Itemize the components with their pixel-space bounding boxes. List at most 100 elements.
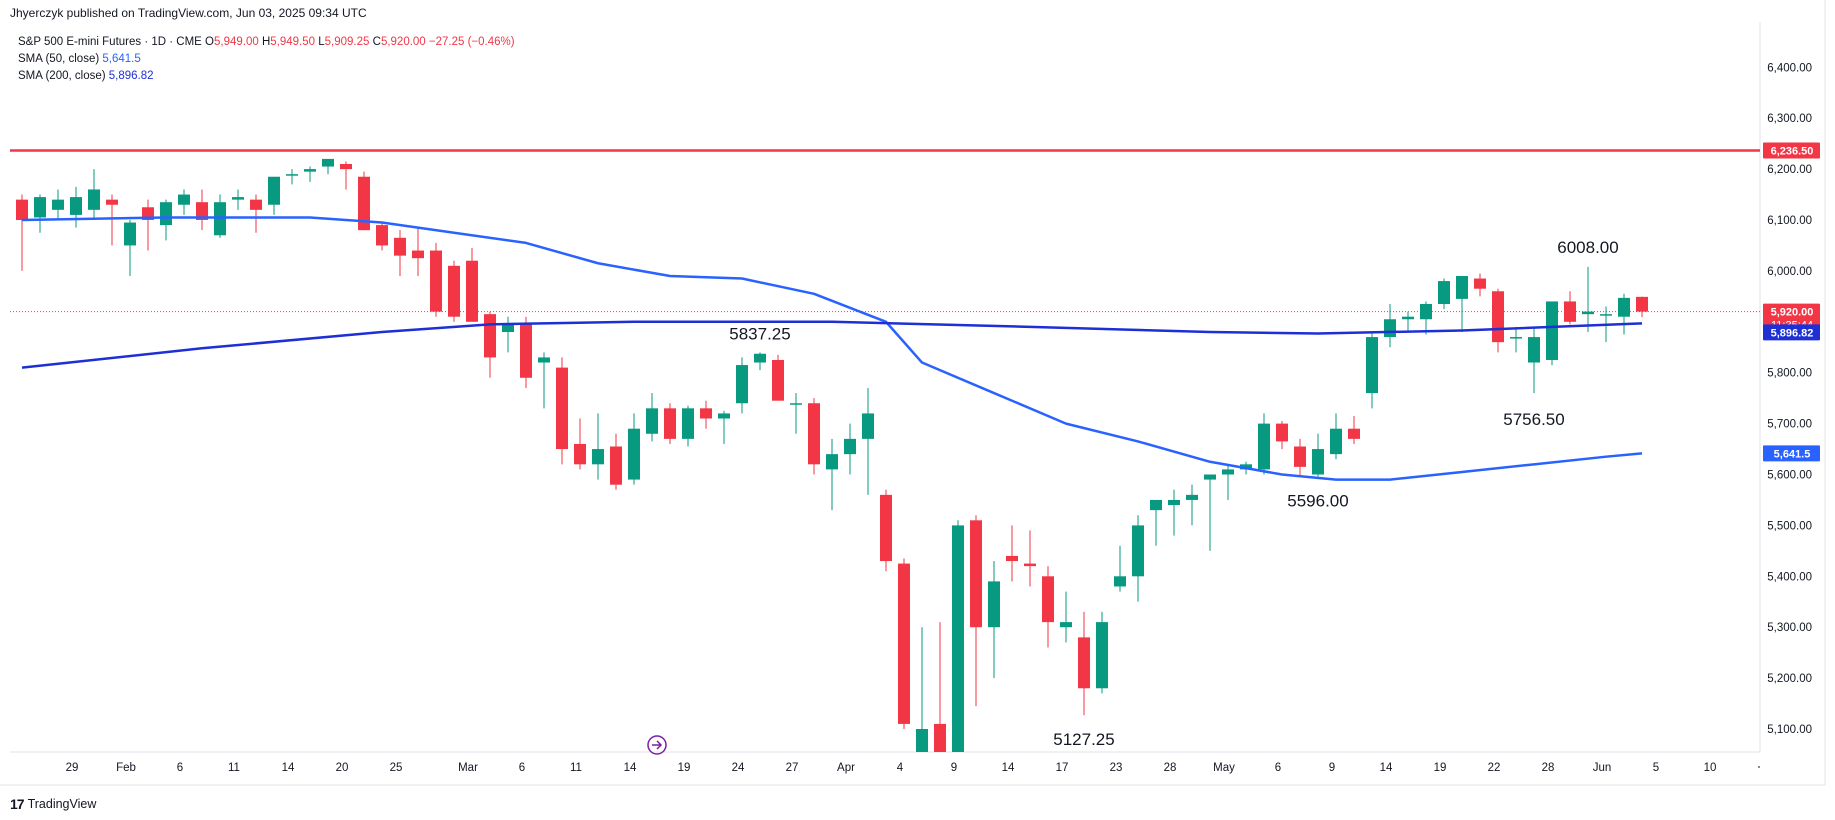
x-tick-label: 11: [228, 762, 240, 774]
candle-body-down: [880, 494, 892, 562]
x-tick-label: 28: [1542, 762, 1555, 774]
candle-body-up: [952, 525, 964, 752]
candle-body-up: [1510, 337, 1522, 339]
high-value: 5,949.50: [270, 36, 316, 48]
candle-body-down: [1042, 576, 1054, 623]
candle-body-up: [736, 365, 748, 404]
candle-body-up: [790, 403, 802, 405]
candle-body-up: [988, 581, 1000, 628]
candle-body-up: [1438, 281, 1450, 304]
symbol-name: S&P 500 E-mini Futures · 1D · CME: [18, 36, 202, 48]
candle-body-up: [178, 194, 190, 205]
resistance-tag-label: 6,236.50: [1771, 146, 1814, 158]
brand-name: TradingView: [27, 797, 97, 811]
candle-body-down: [574, 443, 586, 465]
candle-body-up: [754, 353, 766, 363]
candle-body-up: [304, 169, 316, 172]
candle-body-up: [214, 202, 226, 236]
footer-brand[interactable]: 17 TradingView: [10, 796, 96, 812]
candle-body-down: [898, 563, 910, 724]
resistance-tag-bg: [1763, 142, 1820, 159]
x-tick-label: 28: [1164, 762, 1177, 774]
y-tick-label: 6,200.00: [1767, 164, 1812, 176]
candle-body-down: [1024, 563, 1036, 567]
x-tick-label: 25: [390, 762, 403, 774]
low-value: 5,909.25: [324, 36, 370, 48]
legend-sma200-row[interactable]: SMA (200, close) 5,896.82: [18, 68, 515, 85]
candle-body-up: [1312, 449, 1324, 475]
x-tick-label: 24: [732, 762, 745, 774]
price-annotation: 6008.00: [1557, 238, 1618, 257]
candle-body-down: [484, 314, 496, 358]
candle-body-up: [1582, 311, 1594, 315]
candle-body-down: [376, 225, 388, 246]
y-tick-label: 5,400.00: [1767, 571, 1812, 583]
candle-body-down: [106, 199, 118, 205]
x-tick-label: 14: [624, 762, 637, 774]
candle-body-down: [250, 199, 262, 210]
x-tick-label: 29: [66, 762, 79, 774]
candle-body-down: [664, 408, 676, 439]
candle-body-up: [826, 454, 838, 470]
y-tick-label: 5,700.00: [1767, 419, 1812, 431]
chart-legend: S&P 500 E-mini Futures · 1D · CME O 5,949…: [18, 34, 515, 85]
x-tick-label: Feb: [116, 762, 136, 774]
candle-body-up: [1618, 297, 1630, 317]
candle-body-up: [628, 428, 640, 480]
candle-body-down: [1636, 296, 1648, 312]
candle-body-down: [1474, 278, 1486, 289]
candle-body-down: [394, 237, 406, 256]
sma50-value: 5,641.5: [102, 53, 141, 65]
open-label: O: [205, 36, 214, 48]
candle-body-down: [934, 723, 946, 752]
x-tick-label: 14: [1002, 762, 1015, 774]
x-tick-label: 27: [786, 762, 799, 774]
x-tick-label: May: [1213, 762, 1235, 774]
candle-body-down: [1564, 301, 1576, 322]
last-price-tag-label: 5,920.00: [1771, 307, 1814, 319]
candle-body-up: [682, 408, 694, 439]
sma50-tag-bg: [1763, 445, 1820, 462]
candle-body-up: [1186, 494, 1198, 500]
candle-body-up: [1258, 423, 1270, 470]
candle-body-down: [466, 260, 478, 322]
candle-body-up: [538, 357, 550, 363]
candle-body-up: [502, 324, 514, 332]
publisher-text: Jhyerczyk published on TradingView.com, …: [10, 6, 367, 20]
candle-body-up: [844, 438, 856, 455]
candle-body-up: [1240, 464, 1252, 470]
low-label: L: [318, 36, 325, 48]
y-tick-label: 6,400.00: [1767, 62, 1812, 74]
y-tick-label: 5,500.00: [1767, 520, 1812, 532]
x-tick-label: 22: [1488, 762, 1501, 774]
candle-body-up: [1204, 474, 1216, 480]
candle-body-up: [34, 197, 46, 218]
candle-body-down: [556, 367, 568, 450]
replay-arrow-icon: [652, 740, 663, 750]
price-annotation: 5837.25: [729, 325, 790, 344]
x-tick-label: 14: [1380, 762, 1393, 774]
candle-body-up: [1600, 314, 1612, 316]
y-tick-label: 5,100.00: [1767, 724, 1812, 736]
y-tick-label: 6,000.00: [1767, 266, 1812, 278]
candle-body-up: [322, 158, 334, 167]
candle-body-down: [610, 446, 622, 485]
candle-body-up: [52, 199, 64, 210]
x-tick-label: 9: [1329, 762, 1335, 774]
candle-body-up: [1420, 303, 1432, 320]
legend-ohlc-row[interactable]: S&P 500 E-mini Futures · 1D · CME O 5,949…: [18, 34, 515, 51]
candle-body-down: [448, 265, 460, 317]
candle-body-down: [412, 250, 424, 259]
candle-body-up: [646, 408, 658, 434]
candle-body-down: [1492, 291, 1504, 343]
candle-body-up: [718, 413, 730, 419]
x-tick-label: 23: [1110, 762, 1123, 774]
legend-sma50-row[interactable]: SMA (50, close) 5,641.5: [18, 51, 515, 68]
sma50-line: [21, 216, 1643, 481]
x-tick-label: 6: [519, 762, 525, 774]
y-tick-label: 5,200.00: [1767, 673, 1812, 685]
replay-icon: [647, 735, 667, 755]
candle-body-up: [862, 413, 874, 439]
candle-body-up: [1528, 337, 1540, 363]
